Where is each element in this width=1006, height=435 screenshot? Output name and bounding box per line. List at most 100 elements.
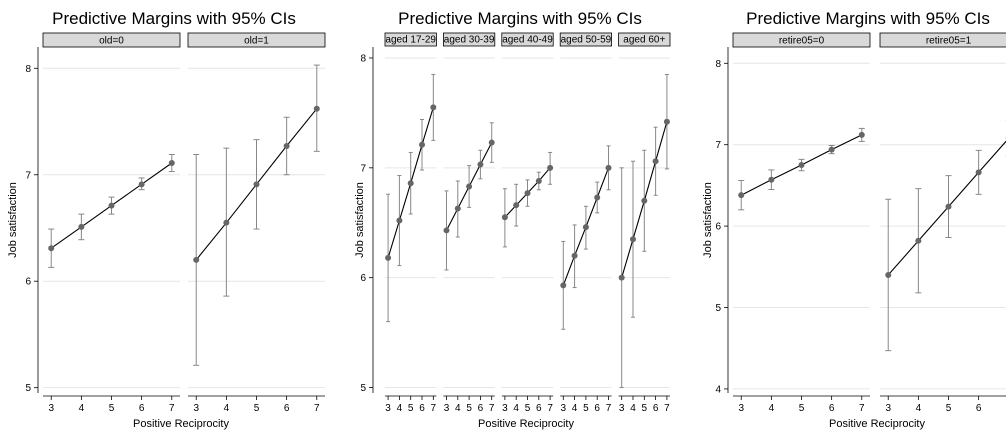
x-tick-label: 7 [431,403,437,414]
data-point [663,118,670,125]
data-point [605,164,612,171]
chart-title: Predictive Margins with 95% CIs [52,9,296,28]
panel-strip [187,32,326,48]
data-point [108,202,115,209]
x-tick-label: 3 [385,403,391,414]
data-point [430,104,437,111]
y-tick-label: 6 [715,222,721,233]
x-tick-label: 4 [397,403,403,414]
data-point [454,205,461,212]
panel-5: aged 60+ 3 4 5 6 7 [618,32,671,414]
data-point [858,131,865,138]
x-tick-label: 3 [444,403,450,414]
y-tick-label: 7 [360,163,366,174]
x-tick-label: 3 [193,403,199,414]
data-point [193,256,200,263]
panel-strip-label: old=0 [99,36,124,47]
panel-strip-label: retire05=1 [926,36,972,47]
panel-strip [732,32,871,48]
data-point [419,141,426,148]
panel-2: old=1 3 4 5 6 7 [187,32,326,414]
data-point [798,162,805,169]
data-point [223,219,230,226]
x-tick-label: 4 [630,403,636,414]
x-tick-label: 5 [254,403,260,414]
x-tick-label: 5 [466,403,472,414]
data-point [488,139,495,146]
data-point [571,252,578,259]
x-tick-label: 3 [561,403,567,414]
data-point [594,194,601,201]
y-tick-label: 8 [360,53,366,64]
y-axis-title: Job satisfaction [702,182,714,258]
data-point [547,164,554,171]
data-point [313,105,320,112]
y-tick-label: 8 [715,59,721,70]
data-point [385,254,392,261]
x-tick-label: 7 [489,403,495,414]
data-point [768,176,775,183]
x-tick-label: 3 [738,403,744,414]
y-tick-label: 6 [25,277,31,288]
x-tick-label: 6 [594,403,600,414]
data-point [945,203,952,210]
x-tick-label: 6 [478,403,484,414]
chart-3: Predictive Margins with 95% CIs 4 5 6 7 8 Job … [702,9,1006,430]
x-tick-label: 7 [314,403,320,414]
data-point [78,223,85,230]
panel-strip-label: retire05=0 [779,36,825,47]
x-tick-label: 6 [419,403,425,414]
x-axis-title: Positive Reciprocity [478,418,574,430]
data-point [641,197,648,204]
x-tick-label: 4 [916,403,922,414]
panel-strip [879,32,1006,48]
data-point [168,160,175,167]
x-tick-label: 3 [502,403,508,414]
x-tick-label: 4 [455,403,461,414]
x-tick-label: 6 [829,403,835,414]
panel-strip-label: aged 30-39 [444,35,495,46]
chart-title: Predictive Margins with 95% CIs [398,9,642,28]
data-point [582,224,589,231]
x-tick-label: 4 [572,403,578,414]
panel-1: old=0 3 4 5 6 7 [42,32,181,414]
panel-strip [442,32,496,47]
x-tick-label: 4 [513,403,519,414]
data-point [618,274,625,281]
x-tick-label: 6 [139,403,145,414]
data-point [283,143,290,150]
data-point [501,214,508,221]
x-tick-label: 7 [606,403,612,414]
y-axis-title: Job satisfaction [354,182,366,258]
x-tick-label: 7 [859,403,865,414]
x-tick-label: 7 [664,403,670,414]
x-tick-label: 3 [885,403,891,414]
x-tick-label: 5 [799,403,805,414]
data-point [48,245,55,252]
x-tick-label: 5 [109,403,115,414]
x-tick-label: 3 [619,403,625,414]
data-point [738,192,745,199]
panel-strip-label: aged 40-49 [502,35,553,46]
data-point [915,237,922,244]
panel-strip-label: old=1 [244,36,269,47]
data-point [138,181,145,188]
data-point [396,217,403,224]
data-point [443,227,450,234]
x-tick-label: 4 [769,403,775,414]
panel-strip-label: aged 50-59 [561,35,612,46]
panel-strip-label: aged 17-29 [385,35,436,46]
y-tick-label: 7 [25,170,31,181]
data-point [629,236,636,243]
x-tick-label: 6 [536,403,542,414]
panel-3: aged 40-49 3 4 5 6 7 [501,32,554,414]
panel-1: aged 17-29 3 4 5 6 7 [384,32,437,414]
data-point [466,183,473,190]
data-point [253,181,260,188]
y-tick-label: 6 [360,273,366,284]
x-axis-title: Positive Reciprocity [133,418,229,430]
data-point [477,161,484,168]
y-axis-title: Job satisfaction [7,182,19,258]
x-tick-label: 7 [169,403,175,414]
